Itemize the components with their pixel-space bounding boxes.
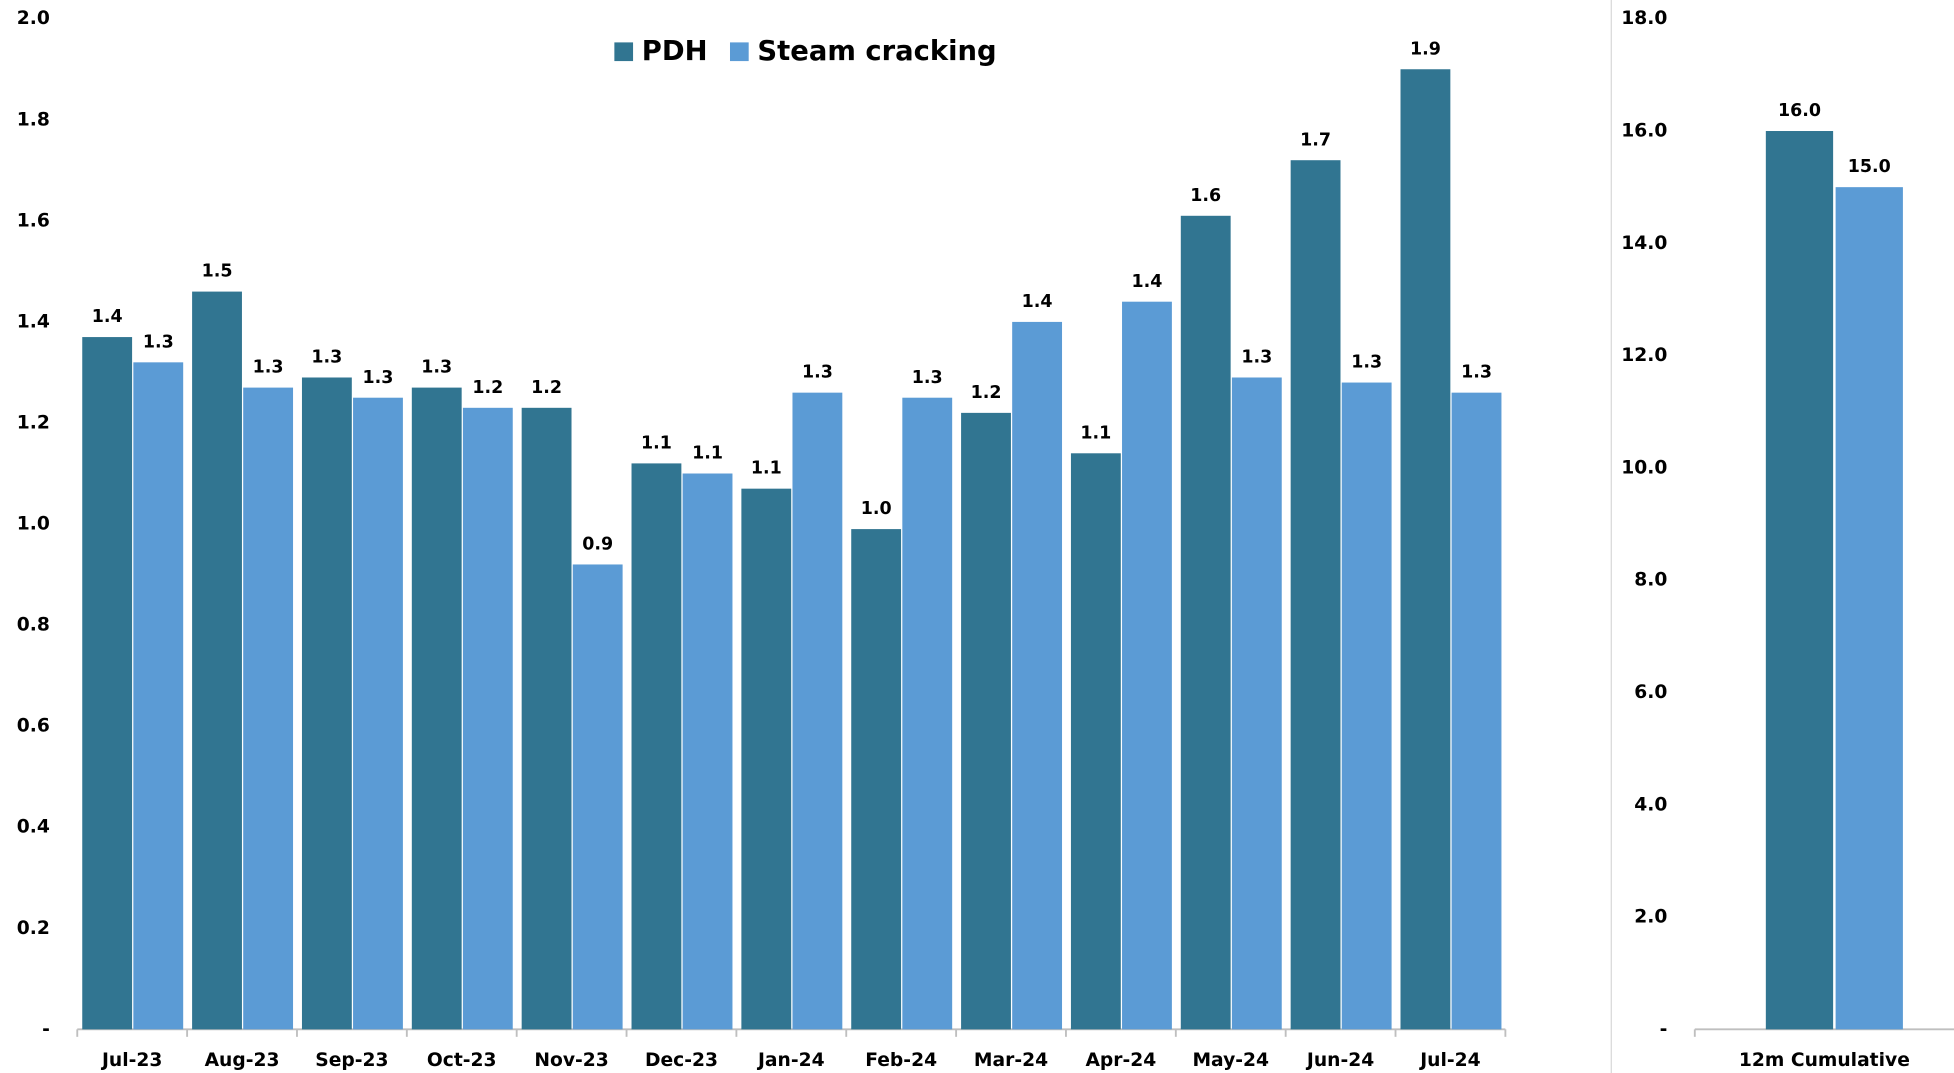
y-tick-label: 12.0: [1621, 345, 1667, 366]
x-tick-label: Nov-23: [534, 1050, 608, 1071]
bar: [411, 387, 462, 1030]
data-label: 1.3: [1461, 363, 1492, 383]
data-label: 1.1: [751, 459, 782, 479]
y-tick-label: 0.2: [17, 918, 50, 939]
x-tick-label: Jan-24: [756, 1050, 825, 1071]
bar: [243, 387, 294, 1030]
bar: [682, 473, 733, 1030]
data-label: 1.1: [1080, 423, 1111, 443]
data-label: 1.0: [861, 499, 892, 519]
bar: [961, 412, 1011, 1030]
y-tick-label: 2.0: [1634, 907, 1667, 928]
y-tick-label: 1.0: [17, 514, 50, 535]
data-label: 1.3: [253, 358, 284, 378]
data-label: 1.4: [92, 307, 123, 327]
y-tick-label: 18.0: [1621, 8, 1667, 29]
data-label: 1.3: [802, 363, 833, 383]
x-tick-label: Feb-24: [865, 1050, 937, 1071]
bar: [792, 392, 843, 1030]
data-label: 1.3: [1241, 348, 1272, 368]
bar: [1012, 321, 1063, 1030]
y-tick-label: 16.0: [1621, 121, 1667, 142]
bar: [572, 564, 623, 1030]
x-tick-label: Jun-24: [1305, 1050, 1374, 1071]
y-tick-label: 14.0: [1621, 233, 1667, 254]
bar: [1290, 160, 1341, 1030]
data-label: 1.3: [143, 332, 174, 352]
bar: [192, 291, 242, 1030]
bar: [1400, 69, 1451, 1030]
y-tick-label: -: [42, 1019, 50, 1040]
data-label: 1.4: [1132, 272, 1163, 292]
data-label: 1.2: [472, 378, 503, 398]
y-tick-label: 4.0: [1634, 794, 1667, 815]
bar: [1765, 131, 1834, 1030]
bar: [82, 337, 133, 1030]
x-tick-label: Aug-23: [205, 1050, 280, 1071]
y-tick-label: 1.6: [17, 210, 50, 231]
x-tick-label: Apr-24: [1085, 1050, 1156, 1071]
bar: [1122, 301, 1172, 1030]
bar: [1231, 377, 1282, 1030]
bar: [741, 488, 792, 1030]
y-tick-label: 8.0: [1634, 570, 1667, 591]
y-tick-label: 1.8: [17, 109, 50, 130]
data-label: 16.0: [1778, 101, 1821, 121]
data-label: 1.7: [1300, 130, 1331, 150]
x-tick-label: Sep-23: [315, 1050, 388, 1071]
data-label: 1.5: [202, 262, 233, 282]
data-label: 15.0: [1848, 157, 1891, 177]
legend-label: Steam cracking: [757, 36, 996, 67]
bar: [1070, 453, 1121, 1030]
bar: [521, 407, 572, 1030]
x-tick-label: Oct-23: [427, 1050, 497, 1071]
data-label: 1.3: [311, 348, 342, 368]
y-tick-label: 6.0: [1634, 682, 1667, 703]
y-tick-label: 1.2: [17, 412, 50, 433]
legend-swatch: [614, 42, 634, 62]
bar: [301, 377, 352, 1030]
data-label: 1.4: [1022, 292, 1053, 312]
y-tick-label: 1.4: [17, 311, 50, 332]
data-label: 1.3: [421, 358, 452, 378]
bar: [902, 397, 953, 1030]
data-label: 1.1: [641, 433, 672, 453]
legend-label: PDH: [642, 36, 708, 67]
data-label: 1.1: [692, 444, 723, 464]
data-label: 1.6: [1190, 186, 1221, 206]
y-tick-label: 0.6: [17, 716, 50, 737]
bar: [1341, 382, 1392, 1030]
bar: [462, 407, 513, 1030]
legend-swatch: [729, 42, 749, 62]
y-tick-label: 0.8: [17, 615, 50, 636]
bar: [1451, 392, 1502, 1030]
y-tick-label: 10.0: [1621, 457, 1667, 478]
data-label: 1.9: [1410, 39, 1441, 59]
y-tick-label: 0.4: [17, 817, 50, 838]
data-label: 1.3: [912, 368, 943, 388]
x-tick-label: Dec-23: [645, 1050, 718, 1071]
bar: [1180, 215, 1231, 1030]
data-label: 0.9: [582, 535, 613, 555]
x-tick-label: 12m Cumulative: [1739, 1050, 1910, 1071]
data-label: 1.2: [531, 378, 562, 398]
bar: [133, 362, 184, 1030]
x-tick-label: Jul-24: [1418, 1050, 1480, 1071]
y-tick-label: 2.0: [17, 8, 50, 29]
y-tick-label: -: [1660, 1019, 1668, 1040]
data-label: 1.2: [971, 383, 1002, 403]
x-tick-label: May-24: [1192, 1050, 1269, 1071]
bar: [851, 529, 902, 1030]
data-label: 1.3: [363, 368, 394, 388]
x-tick-label: Mar-24: [974, 1050, 1048, 1071]
data-label: 1.3: [1351, 353, 1382, 373]
x-tick-label: Jul-23: [100, 1050, 162, 1071]
bar: [631, 463, 682, 1030]
bar: [1835, 187, 1903, 1030]
bar: [353, 397, 403, 1030]
